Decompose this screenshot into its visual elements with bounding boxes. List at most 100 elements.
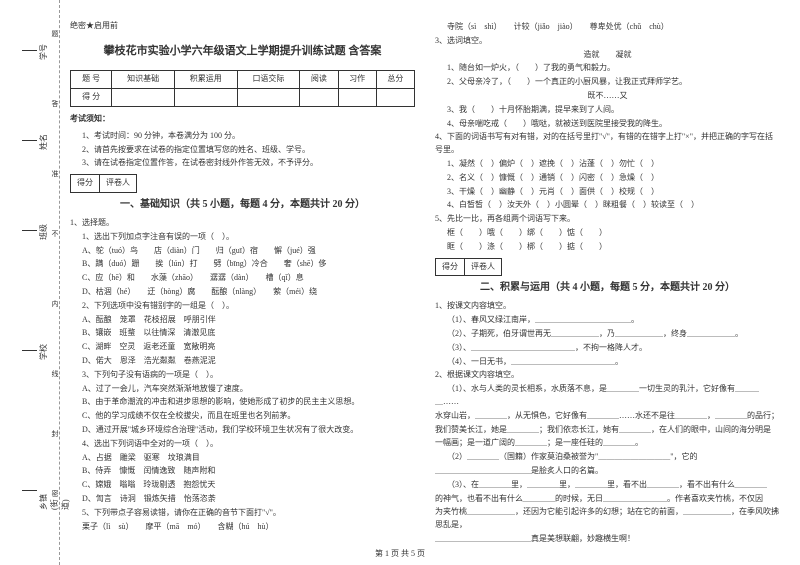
- fill-line: [22, 350, 37, 351]
- seal-mark: 题: [50, 30, 60, 37]
- s2q2-4: 一幅画；是一道广阔的＿＿＿＿；是一座任硅的＿＿＿＿。: [435, 437, 780, 450]
- opt: 寺院（sì shì） 计较（jiǎo jiào） 尊卑处优（chǔ chù）: [435, 21, 780, 34]
- exam-title: 攀枝花市实验小学六年级语文上学期提升训练试题 含答案: [70, 43, 415, 61]
- section-score-box: 得分 评卷人: [435, 258, 780, 277]
- fill-line: [22, 490, 37, 491]
- th: 题 号: [71, 71, 112, 89]
- q1-2: 2、下列选项中没有错别字的一组是（ ）。: [70, 300, 415, 313]
- right-column: 寺院（sì shì） 计较（jiǎo jiào） 尊卑处优（chǔ chù） 3…: [435, 20, 780, 547]
- q5: 5、先比一比，再各组两个词语写下来。: [435, 213, 780, 226]
- td[interactable]: [338, 89, 376, 107]
- s2q2-5: （2）＿＿＿＿（国籍）作家莫泊桑被誉为"＿＿＿＿＿＿＿＿＿"，它的: [435, 451, 780, 464]
- opt: C、湖畔 空灵 返老还童 宽敞明亮: [70, 341, 415, 354]
- seal-mark: 答: [50, 100, 60, 107]
- s2q1-2: （2）、子期死，伯牙谓世再无＿＿＿＿＿＿，乃＿＿＿＿＿＿，终身＿＿＿＿＿＿。: [435, 328, 780, 341]
- s2q2-9: 为夹竹桃＿＿＿＿＿＿，还因为它能引起许多的幻想；站在它的前面，＿＿＿＿＿＿，在季…: [435, 506, 780, 532]
- td[interactable]: [376, 89, 414, 107]
- q4: 4、下面的词语书写有对有错，对的在括号里打"√"，有错的在错字上打"×"，并把正…: [435, 131, 780, 157]
- score-table: 题 号 知识基础 积累运用 口语交际 阅读 习作 总分 得 分: [70, 70, 415, 107]
- label-class: 班级: [38, 224, 49, 240]
- fill-line: [22, 50, 37, 51]
- q3-4: 4、母亲喘吃戒（ ）哦哒，就被送到医院里接受我的降生。: [435, 118, 780, 131]
- s2q2: 2、根据课文内容填空。: [435, 369, 780, 382]
- opt: A、酝酿 笼罩 花枝招展 呼朋引伴: [70, 314, 415, 327]
- q4-3: 3、干燥（ ）幽静（ ）元肖（ ）面供（ ）校规（ ）: [435, 186, 780, 199]
- opt: A、占据 雕梁 驱寒 坟琅满目: [70, 452, 415, 465]
- th: 习作: [338, 71, 376, 89]
- s2q2-8: 的神气，也看不出有什么＿＿＿＿的时候，无日＿＿＿＿＿＿＿＿。作者喜欢夹竹桃，不仅…: [435, 493, 780, 506]
- opt: B、由于革命潮流的冲击和进步思想的影响，使她形成了初步的民主主义思想。: [70, 396, 415, 409]
- q4-2: 2、名义（ ）慷慨（ ）通销（ ）闪密（ ）急燥（ ）: [435, 172, 780, 185]
- table-row: 得 分: [71, 89, 415, 107]
- td[interactable]: [174, 89, 237, 107]
- confidential-mark: 绝密★启用前: [70, 20, 415, 33]
- opt: C、应（hē）和 水藻（zhāo） 潺潺（dàn） 槽（qǐ）息: [70, 272, 415, 285]
- th: 积累运用: [174, 71, 237, 89]
- label-number: 学号: [38, 44, 49, 60]
- s2q2-1: （1）、水与人类的灵长相系，水质落不息，是＿＿＿＿一切生灵的乳汁，它好像有＿＿＿…: [435, 383, 780, 409]
- q3-3: 3、我（ ）十月怀胎期满，提早来到了人间。: [435, 104, 780, 117]
- s2q1-1: （1）、春风又绿江南岸，＿＿＿＿＿＿＿＿＿＿＿＿。: [435, 314, 780, 327]
- s2q1: 1、按课文内容填空。: [435, 300, 780, 313]
- th: 阅读: [300, 71, 338, 89]
- left-column: 绝密★启用前 攀枝花市实验小学六年级语文上学期提升训练试题 含答案 题 号 知识…: [70, 20, 415, 547]
- word-choice: 既不……又: [435, 90, 780, 103]
- seal-mark: 准: [50, 170, 60, 177]
- fill-line: [22, 140, 37, 141]
- q3-1: 1、随台如一炉火，（ ）了我的勇气和毅力。: [435, 62, 780, 75]
- q1: 1、选择题。: [70, 217, 415, 230]
- notice-head: 考试须知：: [70, 113, 415, 126]
- score-label: 得分: [70, 174, 99, 193]
- th: 知识基础: [112, 71, 175, 89]
- section2-title: 二、积累与运用（共 4 小题，每题 5 分，本题共计 20 分）: [435, 280, 780, 296]
- s2q2-6: ＿＿＿＿＿＿＿＿＿＿＿＿是脍炙人口的名篇。: [435, 465, 780, 478]
- opt: D、枯涸（hé） 迂（hòng）腐 酝酿（nlàng） 萦（méi）绕: [70, 286, 415, 299]
- opt: A、鸵（tuó）鸟 店（diàn）门 归（guī）宿 懈（jué）强: [70, 245, 415, 258]
- opt: C、他的学习成绩不仅在全校拔尖，而且在班里也名列前茅。: [70, 410, 415, 423]
- td[interactable]: [237, 89, 300, 107]
- q3-2: 2、父母亲冷了，（ ）一个真正的小厨风暴，让我正式拜师学艺。: [435, 76, 780, 89]
- q1-5: 5、下列带点子容易读错，请你在正确的音节下面打"√"。: [70, 507, 415, 520]
- grader-label: 评卷人: [99, 174, 137, 193]
- grader-label: 评卷人: [464, 258, 502, 277]
- opt: B、侍弄 慷慨 闰情逸致 随声附和: [70, 465, 415, 478]
- label-school: 学校: [38, 344, 49, 360]
- opt: D、通过开展"城乡环境综合治理"活动，我们学校环境卫生状况有了很大改变。: [70, 424, 415, 437]
- seal-mark: 密: [50, 490, 60, 497]
- q1-4: 4、选出下列词语中全对的一项（ ）。: [70, 438, 415, 451]
- s2q2-2: 水穿山岩，＿＿＿＿，从无惧色，它好像有＿＿＿＿……水还不是往＿＿＿＿，＿＿＿＿的…: [435, 410, 780, 423]
- td[interactable]: [112, 89, 175, 107]
- q3: 3、选词填空。: [435, 35, 780, 48]
- th: 口语交际: [237, 71, 300, 89]
- seal-mark: 不: [50, 230, 60, 237]
- s2q1-4: （4）、一日无书，＿＿＿＿＿＿＿＿＿＿＿＿＿。: [435, 356, 780, 369]
- opt: B、镶嵌 班蝥 以往情深 清澈见底: [70, 327, 415, 340]
- opt: B、蹒（duó）跚 挨（lún）打 劈（bīng）冷合 奢（shē）侈: [70, 258, 415, 271]
- seal-mark: 内: [50, 300, 60, 307]
- table-row: 题 号 知识基础 积累运用 口语交际 阅读 习作 总分: [71, 71, 415, 89]
- section-score-box: 得分 评卷人: [70, 174, 415, 193]
- td[interactable]: [300, 89, 338, 107]
- q5b: 眶（ ）涤（ ）梆（ ）掂（ ）: [435, 241, 780, 254]
- td: 得 分: [71, 89, 112, 107]
- page-footer: 第 1 页 共 5 页: [0, 548, 800, 559]
- notice-item: 3、请在试卷指定位置作答，在试卷密封线外作答无效，不予评分。: [70, 157, 415, 170]
- seal-mark: 封: [50, 430, 60, 437]
- opt: 栗子（lì sù） 摩平（mā mó） 含糊（hú hù）: [70, 521, 415, 534]
- section1-title: 一、基础知识（共 5 小题，每题 4 分，本题共计 20 分）: [70, 197, 415, 213]
- opt: A、过了一会儿，汽车突然渐渐地放慢了速度。: [70, 383, 415, 396]
- word-choice: 造就 凝就: [435, 49, 780, 62]
- th: 总分: [376, 71, 414, 89]
- opt: C、嫦娥 嗡嗡 玲珑剔透 抱怨忧天: [70, 479, 415, 492]
- s2q2-7: （3）、在＿＿＿＿里，＿＿＿＿里，＿＿＿＿里，看不出＿＿＿＿，看不出有什么＿＿＿…: [435, 479, 780, 492]
- score-label: 得分: [435, 258, 464, 277]
- s2q1-3: （3）、＿＿＿＿＿＿＿＿＿＿＿＿＿，不拘一格降人才。: [435, 342, 780, 355]
- seal-mark: 线: [50, 370, 60, 377]
- fill-line: [22, 230, 37, 231]
- q4-1: 1、凝然（ ）偏炉（ ）遮挽（ ）沾蓬（ ）勿忙（ ）: [435, 158, 780, 171]
- notice-item: 2、请首先按要求在试卷的指定位置填写您的姓名、班级、学号。: [70, 144, 415, 157]
- label-name: 姓名: [38, 134, 49, 150]
- notice-item: 1、考试时间：90 分钟，本卷满分为 100 分。: [70, 130, 415, 143]
- q5a: 框（ ）哦（ ）绑（ ）惦（ ）: [435, 227, 780, 240]
- s2q2-10: ＿＿＿＿＿＿＿＿＿＿＿＿真是美想联翩，妙趣横生啊！: [435, 533, 780, 546]
